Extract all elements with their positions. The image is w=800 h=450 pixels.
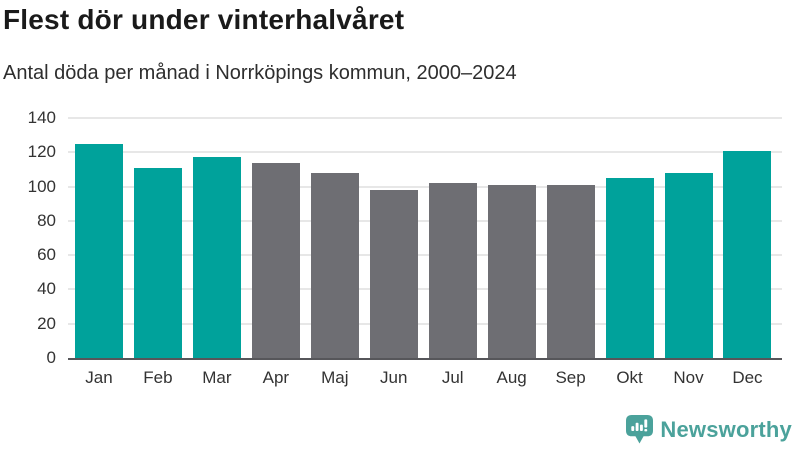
- bar-dec: [723, 150, 772, 358]
- bar-aug: [487, 184, 536, 358]
- x-tick-label-okt: Okt: [616, 368, 643, 387]
- gridline-60: [68, 254, 782, 257]
- y-tick-label-140: 140: [27, 108, 56, 127]
- x-tick-label-jun: Jun: [380, 368, 408, 387]
- x-tick-label-aug: Aug: [496, 368, 527, 387]
- bar-maj: [310, 172, 359, 358]
- bar-nov: [664, 172, 713, 358]
- x-axis-line: [68, 358, 782, 360]
- bar-okt: [605, 178, 654, 358]
- x-tick-label-jul: Jul: [441, 368, 464, 387]
- brand-name: Newsworthy: [660, 416, 792, 442]
- bar-jul: [428, 183, 477, 358]
- y-tick-label-80: 80: [37, 210, 56, 230]
- bar-apr: [251, 162, 300, 358]
- chart-subtitle: Antal döda per månad i Norrköpings kommu…: [3, 62, 517, 84]
- x-tick-label-apr: Apr: [262, 368, 290, 387]
- x-tick-label-dec: Dec: [732, 368, 763, 387]
- newsworthy-logo[interactable]: Newsworthy: [626, 415, 792, 444]
- bar-sep: [546, 184, 595, 358]
- bar-mar: [192, 157, 241, 358]
- gridline-120: [68, 151, 782, 154]
- x-tick-label-mar: Mar: [202, 368, 232, 387]
- gridline-40: [68, 288, 782, 291]
- newsworthy-logo-icon: [626, 415, 654, 444]
- bar-feb: [133, 167, 182, 358]
- gridline-80: [68, 219, 782, 222]
- y-tick-label-100: 100: [27, 176, 56, 196]
- y-tick-label-120: 120: [27, 142, 56, 162]
- y-tick-label-60: 60: [37, 245, 56, 265]
- gridline-100: [68, 185, 782, 188]
- x-tick-label-feb: Feb: [143, 368, 173, 387]
- y-tick-label-0: 0: [46, 348, 56, 367]
- gridline-140: [68, 117, 782, 119]
- x-tick-label-jan: Jan: [85, 368, 113, 387]
- bar-chart-plot: [68, 117, 782, 360]
- y-tick-label-40: 40: [37, 279, 56, 299]
- x-tick-label-nov: Nov: [673, 368, 704, 387]
- gridline-20: [68, 322, 782, 325]
- bar-jan: [75, 143, 123, 358]
- chart-title: Flest dör under vinterhalvåret: [3, 4, 405, 35]
- y-tick-label-20: 20: [37, 313, 56, 333]
- bar-jun: [369, 190, 418, 358]
- x-tick-label-sep: Sep: [555, 368, 586, 387]
- x-tick-label-maj: Maj: [321, 368, 349, 387]
